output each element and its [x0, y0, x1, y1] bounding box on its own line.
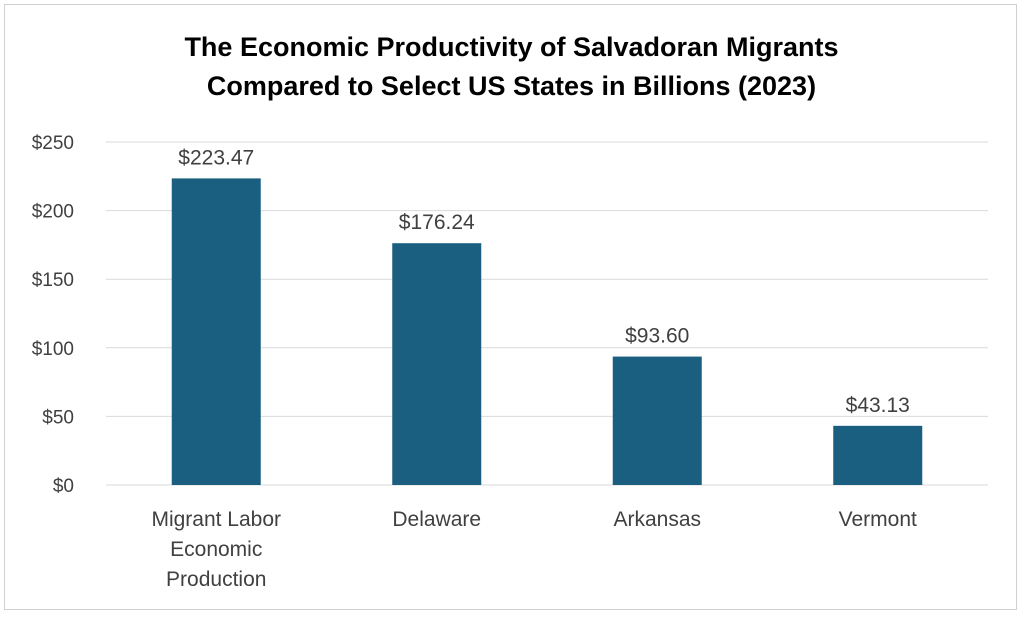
y-axis-tick-labels: $0 $50 $100 $150 $200 $250 [32, 133, 74, 497]
x-tick-label: Migrant Labor [151, 508, 281, 531]
y-tick-label: $0 [53, 476, 74, 497]
data-label: $93.60 [625, 325, 689, 348]
chart-title-line-1: The Economic Productivity of Salvadoran … [184, 32, 839, 62]
y-tick-label: $50 [42, 407, 74, 428]
x-tick-label: Production [166, 568, 266, 591]
data-label: $43.13 [846, 394, 910, 417]
y-tick-label: $100 [32, 339, 74, 360]
chart-title-line-2: Compared to Select US States in Billions… [206, 71, 817, 101]
x-tick-label: Arkansas [613, 508, 701, 531]
data-labels: $223.47 $176.24 $93.60 $43.13 [178, 146, 910, 416]
data-label: $176.24 [399, 211, 475, 234]
bar [612, 356, 702, 485]
chart-title: The Economic Productivity of Salvadoran … [0, 28, 1023, 106]
y-tick-label: $200 [32, 202, 74, 223]
x-tick-label: Economic [170, 538, 262, 561]
bars [171, 178, 923, 485]
bar [392, 243, 482, 485]
x-tick-label: Vermont [839, 508, 917, 531]
bar [171, 178, 261, 485]
y-tick-label: $150 [32, 270, 74, 291]
data-label: $223.47 [178, 146, 254, 169]
x-tick-label: Delaware [392, 508, 481, 531]
y-tick-label: $250 [32, 133, 74, 154]
bar [833, 425, 923, 485]
x-axis-tick-labels: Migrant Labor Economic Production Delaware A… [151, 508, 917, 591]
